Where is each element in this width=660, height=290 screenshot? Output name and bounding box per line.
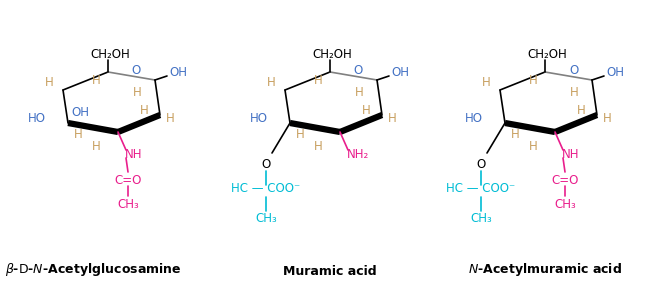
Text: H: H bbox=[511, 128, 519, 142]
Text: HO: HO bbox=[28, 113, 46, 126]
Text: CH₂OH: CH₂OH bbox=[312, 48, 352, 61]
Text: H: H bbox=[387, 113, 397, 126]
Text: OH: OH bbox=[606, 66, 624, 79]
Text: H: H bbox=[45, 75, 53, 88]
Text: NH: NH bbox=[125, 148, 143, 160]
Text: O: O bbox=[354, 64, 363, 77]
Text: C=O: C=O bbox=[551, 173, 579, 186]
Text: H: H bbox=[570, 86, 578, 99]
Text: H: H bbox=[140, 104, 148, 117]
Text: NH: NH bbox=[562, 148, 579, 160]
Text: NH₂: NH₂ bbox=[347, 148, 369, 160]
Text: OH: OH bbox=[391, 66, 409, 79]
Text: HO: HO bbox=[250, 113, 268, 126]
Text: H: H bbox=[166, 113, 174, 126]
Text: H: H bbox=[354, 86, 364, 99]
Text: OH: OH bbox=[169, 66, 187, 79]
Text: $\it{N}$-Acetylmuramic acid: $\it{N}$-Acetylmuramic acid bbox=[468, 261, 622, 278]
Text: H: H bbox=[314, 73, 322, 86]
Text: H: H bbox=[92, 73, 100, 86]
Text: CH₃: CH₃ bbox=[470, 213, 492, 226]
Text: CH₃: CH₃ bbox=[117, 197, 139, 211]
Text: H: H bbox=[482, 75, 490, 88]
Text: H: H bbox=[529, 73, 537, 86]
Text: O: O bbox=[132, 64, 141, 77]
Text: H: H bbox=[92, 139, 100, 153]
Text: HC — COO⁻: HC — COO⁻ bbox=[232, 182, 300, 195]
Text: OH: OH bbox=[71, 106, 89, 119]
Text: H: H bbox=[133, 86, 141, 99]
Text: O: O bbox=[569, 64, 578, 77]
Text: H: H bbox=[603, 113, 611, 126]
Text: Muramic acid: Muramic acid bbox=[283, 265, 377, 278]
Text: H: H bbox=[529, 139, 537, 153]
Text: CH₂OH: CH₂OH bbox=[90, 48, 130, 61]
Text: O: O bbox=[477, 159, 486, 171]
Text: H: H bbox=[362, 104, 370, 117]
Text: $\it{\beta}$-$\rm{D}$-$\it{N}$-Acetylglucosamine: $\it{\beta}$-$\rm{D}$-$\it{N}$-Acetylglu… bbox=[5, 261, 182, 278]
Text: CH₃: CH₃ bbox=[255, 213, 277, 226]
Text: CH₂OH: CH₂OH bbox=[527, 48, 567, 61]
Text: HO: HO bbox=[465, 113, 483, 126]
Text: H: H bbox=[314, 139, 322, 153]
Text: H: H bbox=[267, 75, 275, 88]
Text: H: H bbox=[74, 128, 82, 142]
Text: H: H bbox=[296, 128, 304, 142]
Text: C=O: C=O bbox=[114, 173, 142, 186]
Text: CH₃: CH₃ bbox=[554, 197, 576, 211]
Text: HC — COO⁻: HC — COO⁻ bbox=[446, 182, 515, 195]
Text: H: H bbox=[577, 104, 585, 117]
Text: O: O bbox=[261, 159, 271, 171]
